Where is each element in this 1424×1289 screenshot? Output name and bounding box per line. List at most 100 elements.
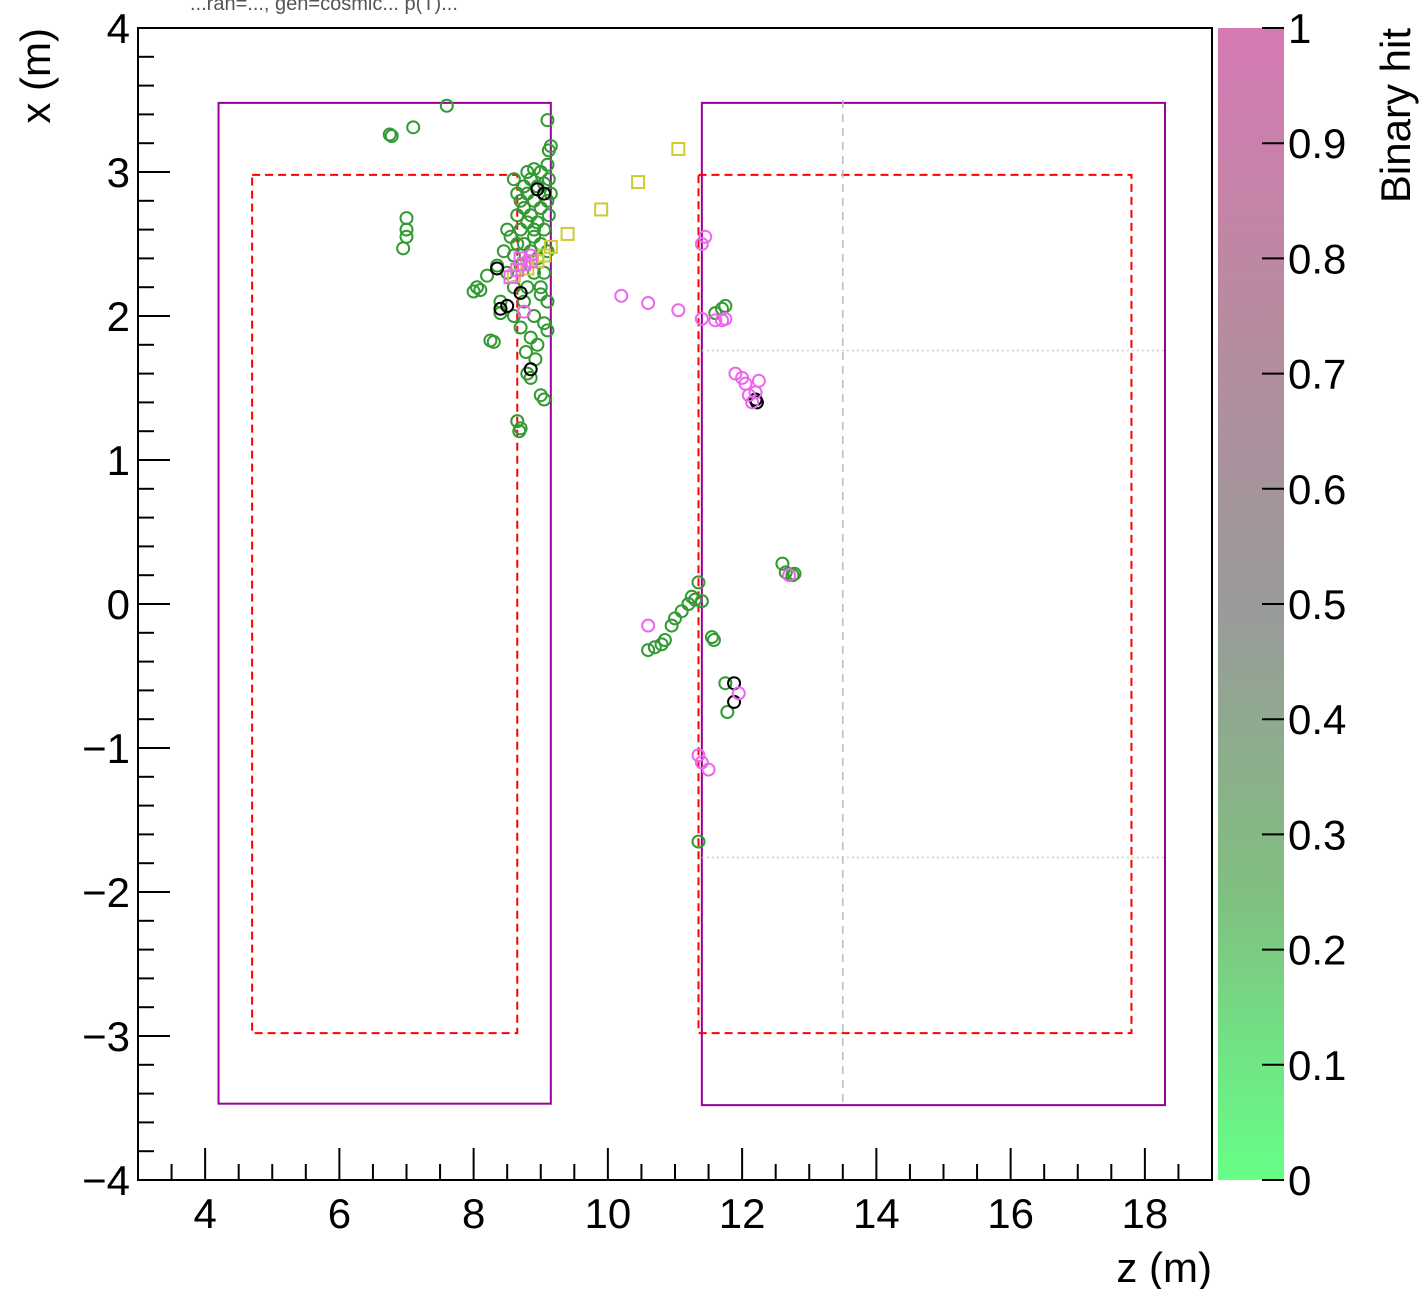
colorbar-tick-label: 0.4 bbox=[1288, 696, 1346, 743]
data-point-circle bbox=[533, 280, 548, 295]
data-point-circle bbox=[537, 222, 552, 237]
y-tick-label: 3 bbox=[107, 149, 130, 196]
data-point-circle bbox=[778, 565, 793, 580]
colorbar-axis: 0 0.1 0.2 0.3 0.4 0.5 0.6 0.7 0.8 0.9 1 bbox=[1262, 5, 1346, 1204]
data-point-circle bbox=[654, 637, 669, 652]
data-point-circle bbox=[382, 127, 397, 142]
data-point-circle bbox=[540, 323, 555, 338]
colorbar-tick-label: 0.6 bbox=[1288, 466, 1346, 513]
x-axis-title: z (m) bbox=[1116, 1244, 1212, 1289]
colorbar-tick-label: 0.5 bbox=[1288, 581, 1346, 628]
data-point-circle bbox=[684, 589, 699, 604]
data-point-circle bbox=[480, 268, 495, 283]
data-point-circle bbox=[647, 640, 662, 655]
outline-outer-right bbox=[700, 101, 1167, 1107]
data-point-circle bbox=[540, 244, 555, 259]
data-point-circle bbox=[541, 208, 556, 223]
data-point-circle bbox=[614, 288, 629, 303]
data-point-square bbox=[513, 251, 528, 266]
data-point-circle bbox=[698, 229, 713, 244]
colorbar-tick-label: 0.7 bbox=[1288, 351, 1346, 398]
x-tick-label: 18 bbox=[1122, 1190, 1169, 1237]
data-point-square bbox=[671, 141, 686, 156]
data-point-circle bbox=[533, 201, 548, 215]
x-tick-label: 10 bbox=[585, 1190, 632, 1237]
guide-lines bbox=[701, 100, 1166, 1108]
data-point-circle bbox=[516, 304, 531, 319]
data-point-circle bbox=[641, 618, 656, 633]
data-point-circle bbox=[720, 705, 735, 719]
y-tick-label: 2 bbox=[107, 293, 130, 340]
top-caption: ...ran=..., gen=cosmic... p(T)... bbox=[190, 0, 458, 15]
data-point-circle bbox=[749, 395, 764, 410]
data-point-circle bbox=[775, 556, 790, 571]
y-tick-label: 1 bbox=[107, 437, 130, 484]
data-point-circle bbox=[787, 566, 802, 581]
data-point-circle bbox=[518, 345, 533, 359]
data-point-circle bbox=[708, 313, 723, 328]
data-points bbox=[382, 98, 802, 849]
outline-outer-left bbox=[217, 101, 552, 1105]
data-point-circle bbox=[439, 98, 454, 113]
data-point-circle bbox=[520, 165, 535, 179]
data-point-circle bbox=[691, 748, 706, 763]
y-tick-label: −2 bbox=[82, 869, 130, 916]
data-point-circle bbox=[527, 162, 542, 177]
data-point-circle bbox=[718, 676, 733, 691]
data-point-circle bbox=[490, 261, 505, 276]
y-tick-label: −1 bbox=[82, 725, 130, 772]
data-point-circle bbox=[537, 316, 552, 331]
x-tick-label: 8 bbox=[462, 1190, 485, 1237]
data-point-circle bbox=[516, 294, 531, 309]
data-point-circle bbox=[718, 311, 733, 326]
data-point-circle bbox=[641, 296, 656, 311]
colorbar-tick-label: 0 bbox=[1288, 1157, 1311, 1204]
data-point-circle bbox=[706, 633, 721, 647]
x-tick-label: 14 bbox=[853, 1190, 900, 1237]
data-point-circle bbox=[396, 241, 411, 256]
x-tick-label: 16 bbox=[987, 1190, 1034, 1237]
y-tick-label: −3 bbox=[82, 1013, 130, 1060]
data-point-square bbox=[594, 202, 609, 217]
x-tick-label: 4 bbox=[193, 1190, 216, 1237]
data-point-circle bbox=[523, 362, 538, 377]
data-point-circle bbox=[469, 280, 484, 295]
data-point-circle bbox=[704, 630, 719, 645]
data-point-square bbox=[523, 254, 538, 269]
data-point-circle bbox=[718, 298, 733, 313]
data-point-circle bbox=[384, 129, 399, 143]
colorbar-tick-label: 1 bbox=[1288, 5, 1311, 52]
y-tick-label: −4 bbox=[82, 1157, 130, 1204]
data-point-circle bbox=[540, 294, 555, 309]
data-point-circle bbox=[510, 414, 525, 429]
colorbar-tick-label: 0.1 bbox=[1288, 1042, 1346, 1089]
data-point-circle bbox=[399, 222, 414, 237]
data-point-circle bbox=[540, 193, 555, 208]
x-tick-label: 6 bbox=[328, 1190, 351, 1237]
outline-inner-right bbox=[697, 173, 1133, 1035]
data-point-circle bbox=[537, 392, 552, 407]
data-point-circle bbox=[510, 237, 525, 251]
data-point-circle bbox=[691, 575, 706, 590]
x-axis: 4 6 8 10 12 14 16 18 bbox=[170, 1148, 1180, 1237]
colorbar-title: Binary hit bbox=[1372, 28, 1419, 203]
data-point-circle bbox=[691, 834, 706, 849]
y-axis-title: x (m) bbox=[12, 28, 59, 124]
outline-inner-left bbox=[251, 173, 519, 1035]
colorbar-tick-label: 0.9 bbox=[1288, 120, 1346, 167]
data-point-circle bbox=[540, 157, 555, 172]
data-point-circle bbox=[731, 686, 746, 701]
data-point-circle bbox=[541, 172, 556, 187]
data-point-circle bbox=[664, 618, 679, 633]
data-point-circle bbox=[668, 611, 682, 626]
data-point-circle bbox=[671, 303, 686, 318]
data-point-circle bbox=[500, 222, 515, 237]
data-point-circle bbox=[701, 762, 716, 777]
data-point-circle bbox=[694, 237, 709, 251]
data-point-circle bbox=[506, 172, 521, 187]
data-point-circle bbox=[513, 320, 528, 335]
plot-frame bbox=[137, 27, 1213, 1181]
data-point-circle bbox=[523, 370, 538, 385]
detector-outlines bbox=[217, 101, 1167, 1107]
data-point-circle bbox=[473, 283, 488, 298]
